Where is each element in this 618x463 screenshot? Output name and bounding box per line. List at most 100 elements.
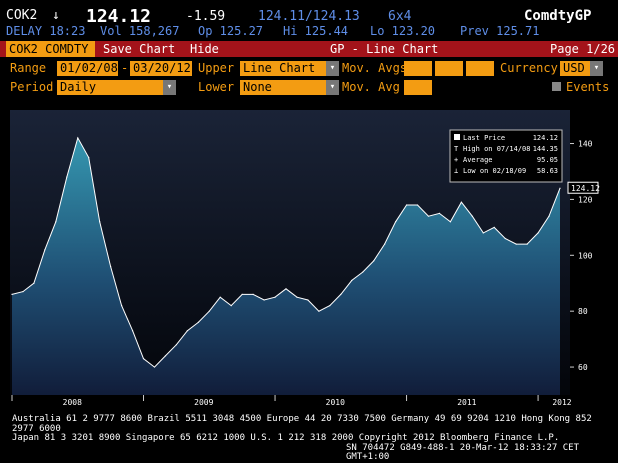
ticker-symbol[interactable]: COK2	[6, 8, 38, 23]
data-point-2008-12	[131, 330, 134, 332]
footer: Australia 61 2 9777 8600 Brazil 5511 304…	[12, 414, 618, 463]
price-change: -1.59	[186, 9, 226, 24]
data-point-2010-05	[318, 310, 320, 312]
page-indicator: Page 1/26	[550, 42, 616, 56]
low-price: Lo 123.20	[370, 24, 436, 38]
data-point-2008-05	[55, 221, 57, 223]
data-point-2011-06	[460, 201, 462, 203]
average-marker-icon: +	[454, 156, 458, 164]
legend-low-value: 58.63	[537, 167, 558, 175]
lower-label: Lower	[198, 80, 235, 94]
period-select[interactable]: Daily	[57, 80, 163, 95]
delay-time: DELAY 18:23	[6, 24, 86, 38]
y-tick-label-100: 100	[578, 251, 593, 260]
mov-avg-2-input[interactable]	[435, 61, 463, 76]
data-point-2010-06	[329, 304, 331, 307]
data-point-2009-08	[219, 296, 221, 298]
data-point-2012-03	[559, 187, 561, 189]
bid-ask: 124.11/124.13	[258, 9, 360, 24]
data-point-2010-04	[307, 299, 309, 301]
upper-label: Upper	[198, 61, 235, 75]
security-tab[interactable]: COK2 COMDTY	[6, 41, 95, 57]
data-point-2011-09	[493, 226, 495, 228]
legend-average-value: 95.05	[537, 156, 558, 164]
legend-last-price: 124.12	[533, 134, 558, 142]
mov-avg-3-input[interactable]	[466, 61, 494, 76]
upper-select[interactable]: Line Chart	[240, 61, 326, 76]
last-price-tag-label: 124.12	[571, 184, 600, 193]
data-point-2009-10	[241, 293, 243, 296]
chevron-down-icon[interactable]: ▾	[163, 80, 176, 95]
events-checkbox[interactable]	[552, 82, 561, 91]
data-point-2008-09	[99, 221, 101, 223]
footer-contacts-line: Australia 61 2 9777 8600 Brazil 5511 304…	[12, 414, 592, 434]
data-point-2008-11	[121, 304, 123, 307]
square-icon	[454, 134, 460, 140]
data-point-2009-12	[263, 299, 265, 301]
mov-avg-label: Mov. Avg	[342, 80, 400, 94]
data-point-2008-02	[22, 291, 24, 293]
controls-row-1: Range 01/02/08 - 03/20/12 Upper Line Cha…	[0, 60, 618, 79]
data-point-2009-11	[252, 293, 254, 296]
data-point-2011-03	[427, 215, 430, 217]
chevron-down-icon[interactable]: ▾	[590, 61, 603, 76]
data-point-2012-01	[537, 232, 539, 234]
y-tick-label-80: 80	[578, 307, 588, 316]
x-tick-label-2008: 2008	[63, 398, 82, 407]
chevron-down-icon[interactable]: ▾	[326, 61, 339, 76]
data-point-2009-06	[197, 321, 199, 323]
data-point-2008-04	[44, 249, 46, 251]
data-point-2012-02	[548, 215, 550, 217]
legend: Last Price 124.12 T High on 07/14/08 144…	[449, 129, 563, 183]
currency-select[interactable]: USD	[560, 61, 590, 76]
data-point-2008-08	[88, 156, 90, 159]
data-point-2010-09	[362, 271, 364, 273]
legend-high-value: 144.35	[533, 145, 558, 153]
save-chart-button[interactable]: Save Chart	[103, 42, 176, 56]
data-point-2011-05	[449, 221, 451, 223]
data-point-2009-04	[175, 344, 177, 346]
data-point-2011-01	[405, 204, 408, 206]
data-point-2008-03	[33, 282, 35, 284]
bid-ask-size: 6x4	[388, 9, 412, 24]
data-point-2010-01	[274, 296, 276, 298]
mov-avg-1-input[interactable]	[404, 61, 432, 76]
footer-session-line: SN 704472 G849-488-1 20-Mar-12 18:33:27 …	[346, 442, 579, 462]
data-point-2009-05	[186, 330, 188, 332]
end-date-input[interactable]: 03/20/12	[130, 61, 192, 76]
x-tick-label-2010: 2010	[326, 398, 345, 407]
data-point-2010-08	[351, 279, 353, 282]
legend-average-label: Average	[463, 156, 493, 164]
data-point-2010-03	[296, 296, 298, 298]
range-separator: -	[121, 61, 129, 75]
data-point-2011-02	[416, 204, 419, 206]
start-date-input[interactable]: 01/02/08	[57, 61, 118, 76]
data-point-2009-02	[153, 366, 156, 368]
range-label: Range	[10, 61, 47, 75]
low-marker-icon: ⊥	[454, 167, 458, 175]
data-point-2009-07	[208, 310, 210, 312]
volume: Vol 158,267	[100, 24, 180, 38]
quote-stats: DELAY 18:23 Vol 158,267 Op 125.27 Hi 125…	[0, 24, 618, 40]
currency-label: Currency	[500, 61, 558, 75]
data-point-2008-06	[66, 176, 68, 178]
data-point-2011-12	[526, 243, 528, 245]
data-point-2010-02	[285, 288, 287, 290]
hide-button[interactable]: Hide	[190, 42, 219, 56]
mov-avg-lower-input[interactable]	[404, 80, 432, 95]
high-marker-icon: T	[454, 145, 459, 153]
high-price: Hi 125.44	[283, 24, 349, 38]
data-point-2010-10	[373, 260, 375, 262]
footer-copyright-line: Japan 81 3 3201 8900 Singapore 65 6212 1…	[12, 433, 560, 443]
data-point-2009-01	[142, 358, 145, 360]
chevron-down-icon[interactable]: ▾	[326, 80, 339, 95]
data-point-2008-01	[11, 293, 13, 296]
data-point-2011-11	[515, 243, 517, 245]
lower-select[interactable]: None	[240, 80, 326, 95]
x-tick-label-2011: 2011	[457, 398, 476, 407]
data-point-2011-08	[482, 232, 484, 234]
legend-last-price-label: Last Price	[463, 134, 505, 142]
down-arrow-icon: ↓	[52, 8, 60, 23]
x-tick-label-2012: 2012	[552, 398, 571, 407]
